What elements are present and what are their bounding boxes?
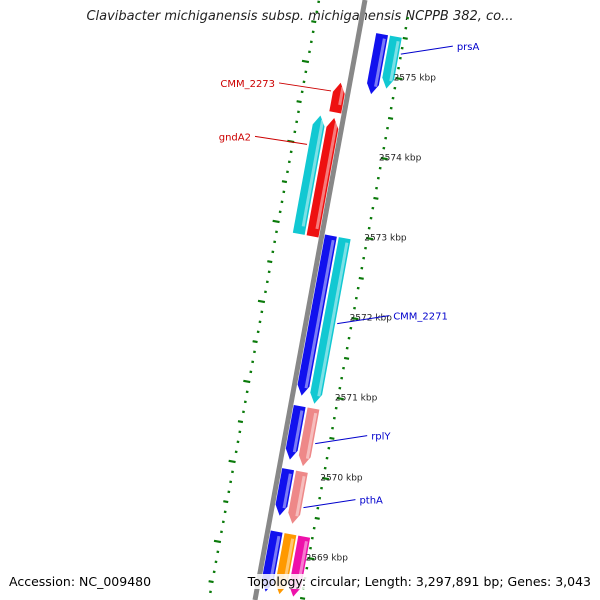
cds-feature (275, 468, 295, 516)
cds-highlight (315, 122, 338, 230)
scale-tick (395, 76, 403, 81)
label-leader (278, 82, 332, 92)
scale-label: 2574 kbp (379, 153, 422, 163)
accession-label: Accession: NC_009480 (9, 574, 152, 589)
cds-highlight (338, 87, 345, 106)
label-leader (303, 499, 356, 509)
scale-tick (402, 36, 408, 40)
cds-highlight (305, 412, 318, 459)
scale-tick (281, 180, 288, 184)
cds-highlight (304, 239, 335, 389)
scale-tick (267, 260, 273, 264)
gene-label: prsA (457, 42, 480, 53)
cds-highlight (292, 410, 304, 453)
scale-ticks (208, 0, 410, 600)
label-leader (400, 45, 453, 55)
backbone-line (252, 0, 368, 600)
scale-tick (208, 580, 214, 584)
scale-tick (380, 156, 388, 161)
cds-feature (298, 407, 320, 467)
gene-label: rplY (371, 432, 391, 443)
scale-tick (329, 436, 335, 440)
cds-highlight (374, 38, 386, 87)
scale-tick (272, 219, 280, 224)
map-title: Clavibacter michiganensis subsp. michiga… (86, 9, 514, 24)
features-layer (261, 33, 402, 597)
scale-tick (314, 516, 320, 520)
cds-feature (382, 35, 402, 89)
cds-highlight (282, 473, 292, 509)
scale-tick (213, 539, 222, 544)
cds-feature (292, 115, 325, 235)
label-leader (315, 435, 368, 445)
scale-label: 2569 kbp (306, 553, 349, 563)
cds-highlight (389, 40, 400, 82)
gene-label: pthA (359, 496, 383, 507)
cds-highlight (295, 476, 306, 517)
gene-label: gndA2 (219, 132, 251, 143)
cds-feature (329, 82, 345, 114)
label-leader (337, 315, 390, 325)
scale-tick (307, 556, 315, 561)
cds-feature (288, 470, 308, 524)
scale-label: 2570 kbp (320, 473, 363, 483)
scale-tick (311, 20, 317, 24)
scale-label: 2573 kbp (364, 233, 407, 243)
cds-feature (285, 404, 306, 460)
scale-tick (257, 299, 266, 304)
scale-tick (336, 396, 344, 401)
scale-tick (343, 356, 350, 360)
scale-tick (237, 420, 244, 424)
gene-labels: prsA CMM_2273 gndA2 CMM_2271 rplY pthA (219, 42, 480, 509)
cds-feature (297, 234, 337, 396)
scale-tick (223, 500, 229, 504)
topology-label: Topology: circular; Length: 3,297,891 bp… (247, 574, 591, 589)
scale-tick (299, 596, 306, 600)
scale-tick (296, 100, 302, 104)
label-leader (254, 135, 308, 145)
gene-label: CMM_2271 (393, 312, 448, 323)
scale-label: 2575 kbp (394, 73, 437, 83)
scale-label: 2571 kbp (335, 393, 378, 403)
cds-feature (306, 117, 339, 238)
backbone (252, 0, 368, 600)
scale-tick (228, 459, 236, 464)
scale-tick (301, 59, 310, 64)
scale-tick (243, 379, 251, 384)
cds-feature (367, 33, 389, 95)
scale-tick (321, 476, 330, 481)
cds-highlight (317, 242, 349, 397)
scale-tick (358, 276, 364, 280)
gene-label: CMM_2273 (220, 79, 275, 90)
scale-tick (351, 316, 359, 321)
scale-tick (365, 236, 374, 241)
scale-tick (373, 196, 379, 200)
scale-tick (387, 116, 394, 120)
cds-highlight (301, 119, 325, 227)
cds-feature (310, 237, 351, 404)
scale-tick (252, 340, 258, 344)
